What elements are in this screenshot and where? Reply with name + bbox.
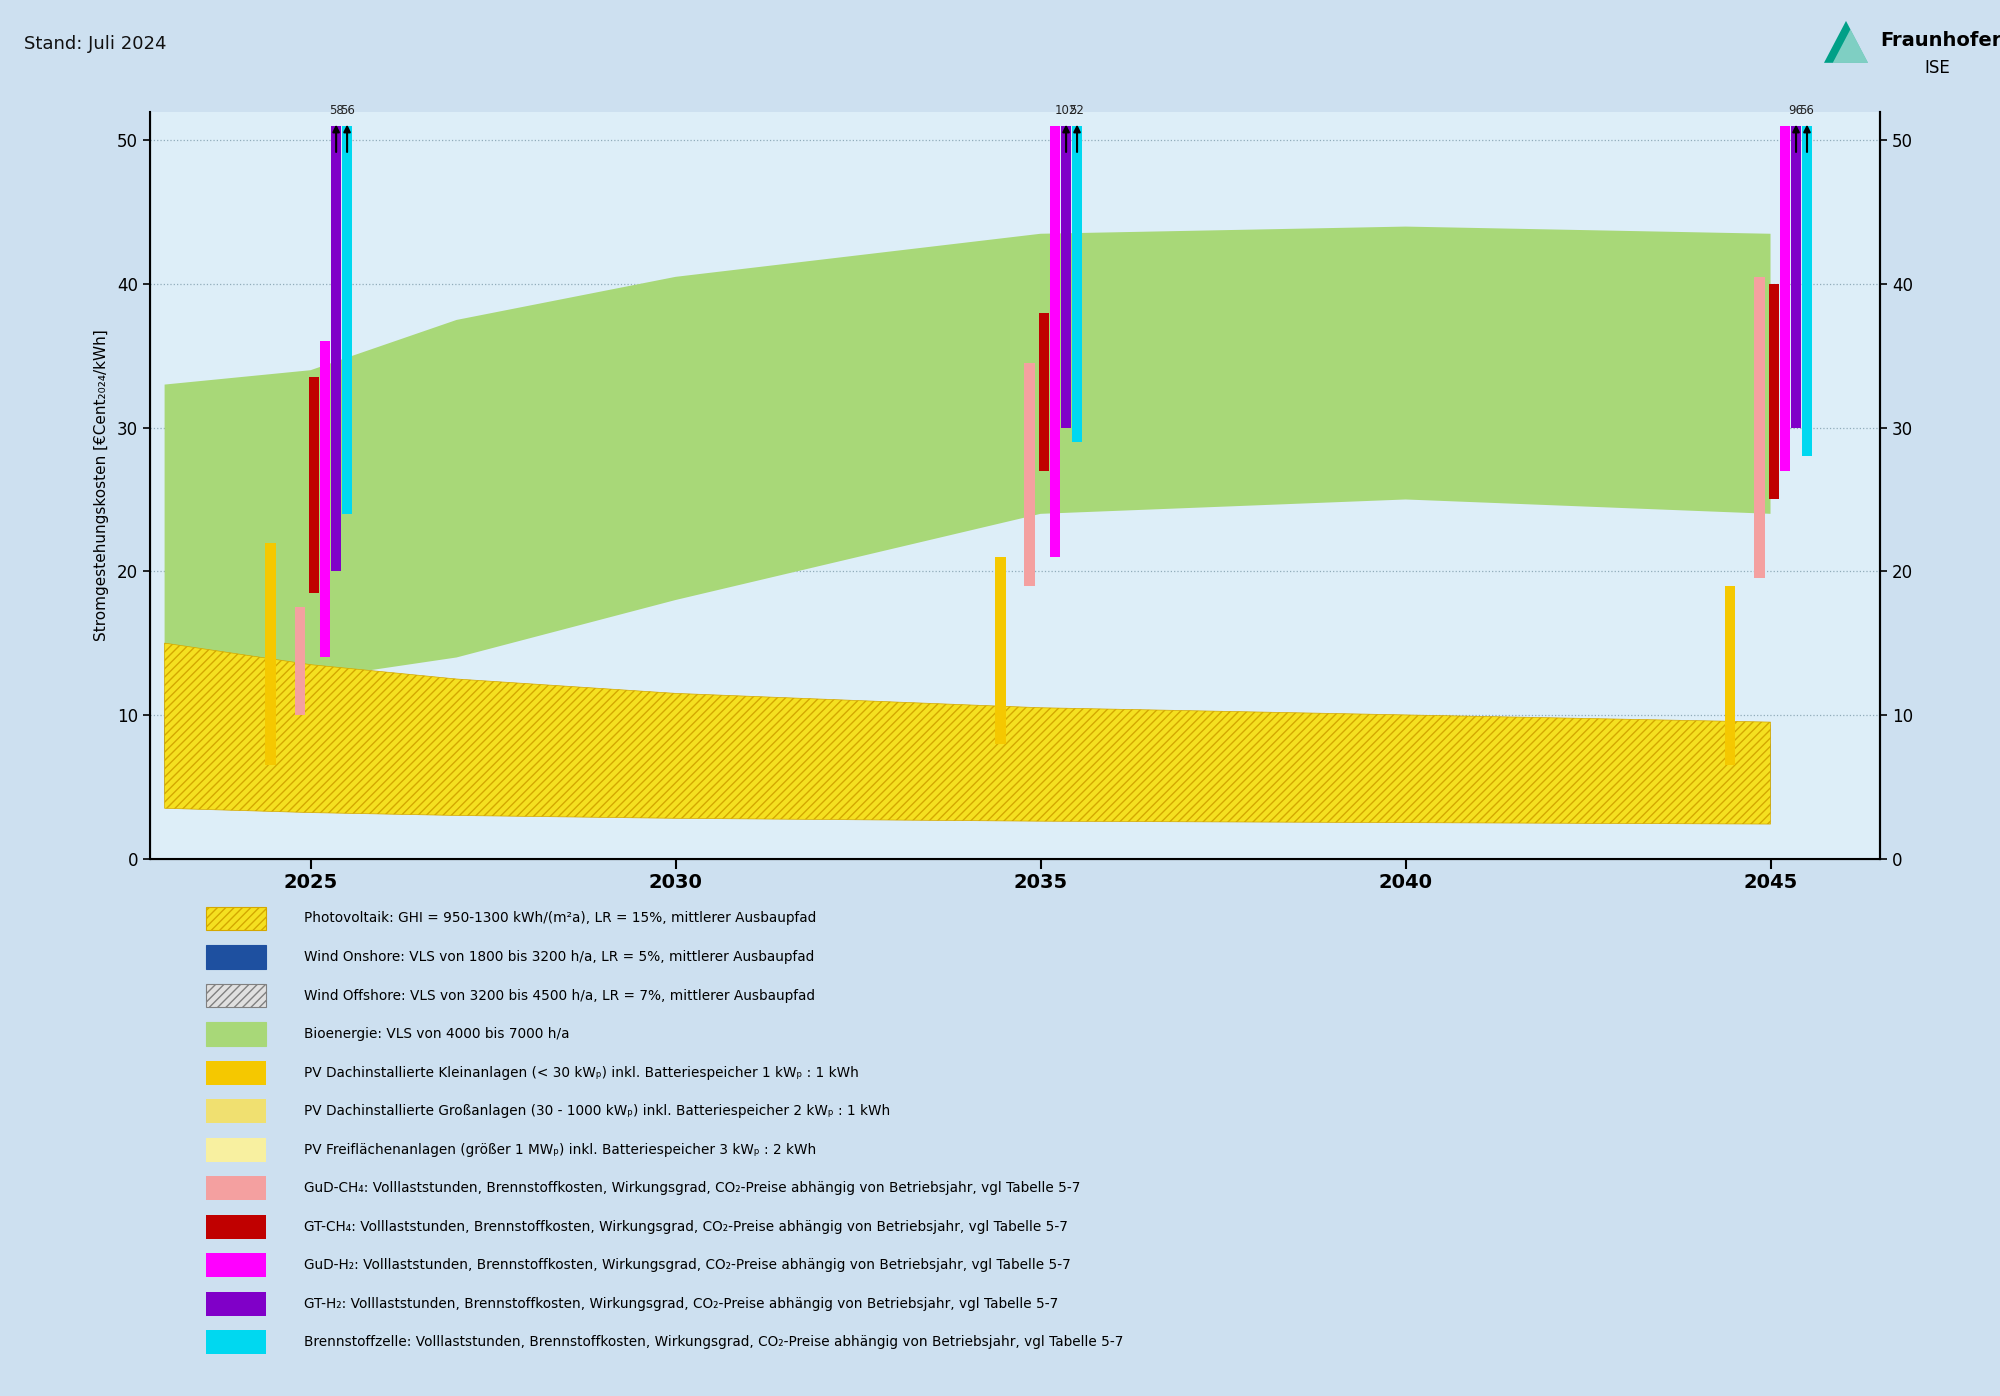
Bar — [206, 1215, 266, 1238]
Text: Bioenergie: VLS von 4000 bis 7000 h/a: Bioenergie: VLS von 4000 bis 7000 h/a — [304, 1027, 570, 1041]
Bar — [1024, 363, 1034, 586]
Y-axis label: Stromgestehungskosten [€Cent₂₀₂₄/kWh]: Stromgestehungskosten [€Cent₂₀₂₄/kWh] — [94, 329, 108, 641]
Bar — [310, 377, 320, 593]
Text: 102: 102 — [1054, 105, 1078, 117]
Bar — [1072, 126, 1082, 443]
Bar — [206, 1330, 266, 1354]
Bar — [1040, 313, 1050, 470]
Text: 52: 52 — [1070, 105, 1084, 117]
Bar — [294, 607, 304, 715]
Bar — [206, 1254, 266, 1277]
Text: 58: 58 — [328, 105, 344, 117]
Bar — [1770, 283, 1780, 500]
Text: PV Dachinstallierte Kleinanlagen (< 30 kWₚ) inkl. Batteriespeicher 1 kWₚ : 1 kWh: PV Dachinstallierte Kleinanlagen (< 30 k… — [304, 1065, 858, 1079]
Bar — [1790, 126, 1802, 427]
Text: PV Freiflächenanlagen (größer 1 MWₚ) inkl. Batteriespeicher 3 kWₚ : 2 kWh: PV Freiflächenanlagen (größer 1 MWₚ) ink… — [304, 1143, 816, 1157]
Bar — [266, 543, 276, 765]
Bar — [206, 1099, 266, 1122]
Bar — [1050, 126, 1060, 557]
Text: Wind Offshore: VLS von 3200 bis 4500 h/a, LR = 7%, mittlerer Ausbaupfad: Wind Offshore: VLS von 3200 bis 4500 h/a… — [304, 988, 814, 1002]
Bar — [206, 1177, 266, 1201]
Text: GT-H₂: Volllaststunden, Brennstoffkosten, Wirkungsgrad, CO₂-Preise abhängig von : GT-H₂: Volllaststunden, Brennstoffkosten… — [304, 1297, 1058, 1311]
Text: 96: 96 — [1788, 105, 1804, 117]
Bar — [206, 945, 266, 969]
Text: Stand: Juli 2024: Stand: Juli 2024 — [24, 35, 166, 53]
Text: Photovoltaik: GHI = 950-1300 kWh/(m²a), LR = 15%, mittlerer Ausbaupfad: Photovoltaik: GHI = 950-1300 kWh/(m²a), … — [304, 912, 816, 926]
Text: ISE: ISE — [1924, 59, 1950, 77]
Text: Wind Onshore: VLS von 1800 bis 3200 h/a, LR = 5%, mittlerer Ausbaupfad: Wind Onshore: VLS von 1800 bis 3200 h/a,… — [304, 951, 814, 965]
Bar — [206, 984, 266, 1008]
Bar — [206, 1061, 266, 1085]
Bar — [996, 557, 1006, 744]
Bar — [342, 126, 352, 514]
Bar — [1726, 586, 1736, 765]
Bar — [1060, 126, 1072, 427]
Text: GuD-CH₄: Volllaststunden, Brennstoffkosten, Wirkungsgrad, CO₂-Preise abhängig vo: GuD-CH₄: Volllaststunden, Brennstoffkost… — [304, 1181, 1080, 1195]
Text: 56: 56 — [340, 105, 354, 117]
Text: Fraunhofer: Fraunhofer — [1880, 31, 2000, 50]
Bar — [206, 1022, 266, 1046]
Bar — [1780, 126, 1790, 470]
Polygon shape — [1824, 21, 1868, 63]
Bar — [206, 906, 266, 930]
Text: GT-CH₄: Volllaststunden, Brennstoffkosten, Wirkungsgrad, CO₂-Preise abhängig von: GT-CH₄: Volllaststunden, Brennstoffkoste… — [304, 1220, 1068, 1234]
Text: GuD-H₂: Volllaststunden, Brennstoffkosten, Wirkungsgrad, CO₂-Preise abhängig von: GuD-H₂: Volllaststunden, Brennstoffkoste… — [304, 1258, 1070, 1272]
Text: 56: 56 — [1800, 105, 1814, 117]
Bar — [1802, 126, 1812, 456]
Polygon shape — [1832, 29, 1868, 63]
Text: PV Dachinstallierte Großanlagen (30 - 1000 kWₚ) inkl. Batteriespeicher 2 kWₚ : 1: PV Dachinstallierte Großanlagen (30 - 10… — [304, 1104, 890, 1118]
Bar — [1754, 276, 1764, 578]
Bar — [332, 126, 342, 571]
Bar — [206, 1138, 266, 1161]
Bar — [206, 1291, 266, 1315]
Text: Brennstoffzelle: Volllaststunden, Brennstoffkosten, Wirkungsgrad, CO₂-Preise abh: Brennstoffzelle: Volllaststunden, Brenns… — [304, 1336, 1124, 1350]
Bar — [320, 342, 330, 658]
